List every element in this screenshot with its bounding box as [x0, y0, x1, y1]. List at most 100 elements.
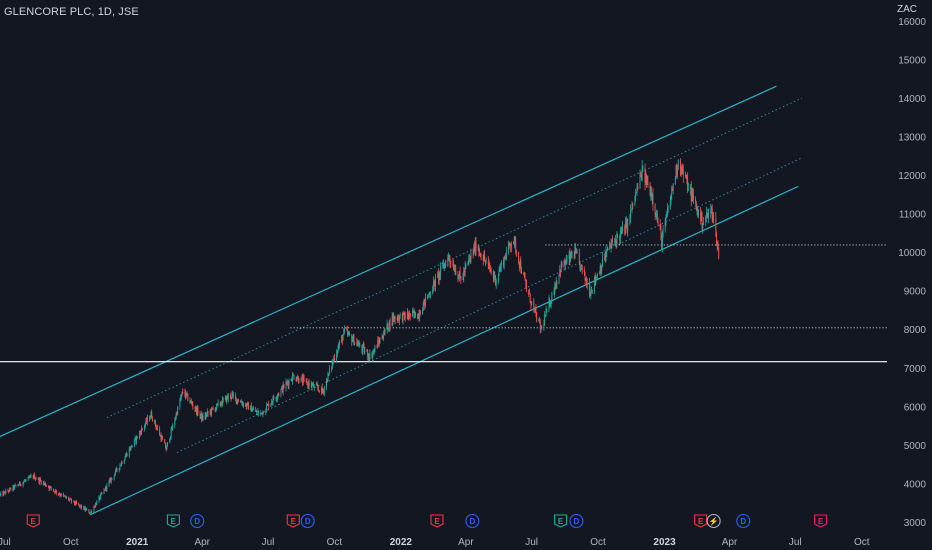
candle-body	[459, 271, 461, 277]
candle-body	[331, 367, 332, 369]
candle-body	[488, 263, 490, 265]
candle-body	[513, 241, 515, 245]
candle-body	[260, 412, 262, 414]
candle-body	[164, 443, 166, 449]
candle-body	[343, 329, 345, 336]
candle-body	[591, 289, 593, 292]
candle-body	[256, 411, 258, 412]
price-tick-9000: 9000	[904, 287, 927, 298]
candle-body	[170, 436, 171, 440]
candle-body	[545, 309, 547, 317]
candle-body	[453, 270, 455, 271]
candle-body	[604, 257, 606, 260]
candle-body	[554, 286, 556, 294]
candle-body	[194, 406, 196, 410]
candle-body	[303, 377, 305, 379]
candle-body	[445, 263, 447, 267]
candle-body	[252, 409, 254, 411]
candle-body	[692, 195, 694, 200]
candle-body	[353, 336, 355, 345]
candle-body	[10, 488, 12, 490]
candle-body	[285, 382, 287, 389]
candle-body	[407, 312, 409, 317]
candle-body	[349, 332, 351, 336]
candle-body	[675, 165, 677, 178]
candle-body	[679, 160, 681, 170]
candle-body	[263, 411, 265, 414]
candle-body	[559, 269, 561, 275]
candle-body	[280, 389, 282, 395]
candle-body	[503, 256, 505, 266]
candle-body	[42, 482, 44, 484]
candle-body	[268, 403, 270, 408]
candle-body	[650, 192, 652, 196]
candle-body	[548, 300, 550, 310]
candle-body	[109, 479, 111, 482]
time-tick-2022-6: 2022	[390, 537, 413, 548]
candle-body	[614, 239, 616, 242]
candle-body	[429, 293, 431, 296]
candle-body	[711, 208, 713, 216]
candle-body	[453, 264, 455, 271]
candle-body	[442, 264, 444, 267]
candle-body	[509, 244, 511, 246]
candle-body	[530, 302, 532, 305]
candle-body	[306, 380, 308, 385]
candle-body	[342, 335, 344, 341]
candle-body	[164, 439, 166, 444]
price-tick-16000: 16000	[898, 17, 926, 28]
earnings-marker-label-9: E	[698, 517, 704, 526]
candle-body	[250, 405, 252, 412]
candle-body	[184, 391, 186, 397]
candle-body	[134, 437, 136, 440]
candle-body	[14, 485, 16, 486]
candle-body	[23, 481, 25, 483]
candle-body	[245, 404, 247, 406]
candle-body	[302, 377, 304, 383]
candle-body	[275, 398, 277, 400]
candle-body	[295, 379, 297, 381]
candle-body	[463, 270, 465, 273]
earnings-marker-1	[166, 514, 180, 528]
candle-body	[227, 396, 228, 399]
candle-body	[418, 313, 420, 318]
candle-body	[529, 293, 531, 303]
candle-body	[323, 387, 325, 393]
earnings-marker-label-0: E	[31, 517, 37, 526]
candle-body	[115, 469, 117, 474]
candle-body	[307, 382, 309, 385]
time-tick-oct-13: Oct	[854, 537, 870, 548]
candle-body	[369, 353, 371, 359]
candle-body	[225, 396, 227, 402]
candle-body	[383, 335, 384, 339]
candle-body	[399, 314, 401, 316]
candle-body	[544, 316, 546, 317]
candle-body	[207, 411, 209, 414]
candle-body	[39, 479, 41, 483]
candle-body	[378, 342, 380, 344]
candle-body	[482, 258, 484, 261]
candle-body	[712, 215, 714, 219]
candle-body	[8, 490, 10, 492]
candle-body	[569, 253, 571, 261]
candle-body	[20, 484, 22, 486]
time-tick-oct-9: Oct	[590, 537, 606, 548]
candle-body	[514, 237, 516, 242]
candle-body	[417, 317, 418, 319]
candle-body	[331, 361, 333, 368]
candle-body	[666, 215, 668, 217]
candle-body	[472, 253, 474, 255]
candle-body	[612, 240, 613, 242]
candle-body	[563, 260, 565, 268]
candle-body	[607, 246, 608, 251]
candle-body	[672, 184, 674, 191]
candle-body	[328, 373, 330, 375]
candle-body	[48, 487, 50, 489]
candle-body	[716, 244, 718, 246]
candle-body	[177, 406, 179, 415]
candle-body	[417, 313, 419, 319]
candle-body	[570, 252, 572, 261]
candle-body	[682, 170, 684, 176]
